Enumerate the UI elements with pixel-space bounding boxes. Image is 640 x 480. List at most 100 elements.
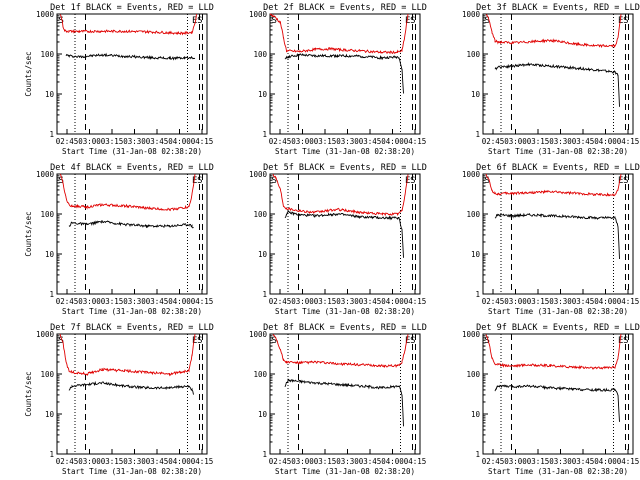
marker-label-S: S <box>59 176 64 186</box>
x-tick-label: 03:15 <box>527 457 550 466</box>
x-tick-label: 03:00 <box>291 457 314 466</box>
x-tick-label: 03:15 <box>527 297 550 306</box>
x-axis-label: Start Time (31-Jan-08 02:38:20) <box>488 467 628 476</box>
x-tick-label: 03:00 <box>291 137 314 146</box>
marker-label-E: E <box>405 176 410 186</box>
x-tick-label: 03:45 <box>146 137 169 146</box>
x-tick-label: 02:45 <box>269 297 292 306</box>
x-axis-label: Start Time (31-Jan-08 02:38:20) <box>275 307 415 316</box>
x-tick-label: 03:45 <box>359 137 382 146</box>
marker-label-E: E <box>405 16 410 26</box>
x-tick-label: 04:00 <box>594 137 617 146</box>
marker-label-S: S <box>59 336 64 346</box>
marker-label-E: E <box>192 336 197 346</box>
y-tick-label: 1 <box>49 450 54 459</box>
x-tick-label: 04:00 <box>168 297 191 306</box>
chart-panel-4: Det 4f BLACK = Events, RED = LLD 1 10 100 10… <box>24 163 214 316</box>
x-tick-label: 03:45 <box>572 137 595 146</box>
chart-panel-8: Det 8f BLACK = Events, RED = LLD 1 10 100 10… <box>249 323 427 476</box>
chart-title: Det 9f BLACK = Events, RED = LLD <box>476 323 640 333</box>
plot-frame <box>269 173 421 295</box>
x-tick-label: 02:45 <box>269 137 292 146</box>
series-events-line <box>68 220 194 229</box>
y-tick-label: 100 <box>253 370 267 379</box>
x-tick-label: 02:45 <box>56 137 79 146</box>
x-tick-label: 04:00 <box>168 137 191 146</box>
y-axis-label: Counts/sec <box>24 51 33 96</box>
y-tick-label: 1000 <box>249 170 268 179</box>
series-lld-line <box>485 333 622 370</box>
x-axis-label: Start Time (31-Jan-08 02:38:20) <box>275 467 415 476</box>
chart-title: Det 3f BLACK = Events, RED = LLD <box>476 3 640 13</box>
y-tick-label: 10 <box>45 90 55 99</box>
plot-frame <box>56 333 208 455</box>
x-tick-label: 03:45 <box>572 457 595 466</box>
x-tick-label: 03:00 <box>504 137 527 146</box>
y-tick-label: 100 <box>466 50 480 59</box>
x-tick-label: 02:45 <box>269 457 292 466</box>
marker-label-S: S <box>272 16 277 26</box>
y-tick-label: 10 <box>45 250 55 259</box>
x-tick-label: 03:00 <box>504 457 527 466</box>
plot-frame <box>482 13 634 135</box>
marker-label-S: S <box>197 16 202 26</box>
marker-label-S: S <box>59 16 64 26</box>
series-lld-line <box>59 13 197 36</box>
marker-label-E: E <box>618 336 623 346</box>
plot-frame <box>269 13 421 135</box>
y-tick-label: 1000 <box>249 330 268 339</box>
marker-label-S: S <box>485 16 490 26</box>
y-tick-label: 100 <box>40 370 54 379</box>
x-tick-label: 04:00 <box>381 137 404 146</box>
y-tick-label: 10 <box>471 410 481 419</box>
chart-panel-7: Det 7f BLACK = Events, RED = LLD 1 10 100 10… <box>24 323 214 476</box>
series-events-line <box>494 212 620 260</box>
y-tick-label: 1 <box>475 450 480 459</box>
series-events-line <box>65 52 196 61</box>
chart-title: Det 6f BLACK = Events, RED = LLD <box>476 163 640 173</box>
x-tick-label: 04:15 <box>617 137 640 146</box>
y-tick-label: 10 <box>45 410 55 419</box>
x-tick-label: 03:15 <box>101 297 124 306</box>
x-tick-label: 04:15 <box>191 457 214 466</box>
y-tick-label: 100 <box>466 370 480 379</box>
x-tick-label: 03:00 <box>78 297 101 306</box>
chart-title: Det 1f BLACK = Events, RED = LLD <box>50 3 214 13</box>
x-tick-label: 03:30 <box>123 297 146 306</box>
x-tick-label: 03:30 <box>336 137 359 146</box>
chart-panel-2: Det 2f BLACK = Events, RED = LLD 1 10 100 10… <box>249 3 427 156</box>
chart-title: Det 4f BLACK = Events, RED = LLD <box>50 163 214 173</box>
y-tick-label: 10 <box>471 250 481 259</box>
y-tick-label: 10 <box>258 410 268 419</box>
x-axis-label: Start Time (31-Jan-08 02:38:20) <box>62 307 202 316</box>
marker-label-S: S <box>272 336 277 346</box>
x-axis-label: Start Time (31-Jan-08 02:38:20) <box>62 147 202 156</box>
series-lld-line <box>485 14 622 49</box>
plot-frame <box>482 333 634 455</box>
x-tick-label: 04:00 <box>168 457 191 466</box>
y-tick-label: 1000 <box>462 170 481 179</box>
marker-label-S: S <box>272 176 277 186</box>
x-tick-label: 04:00 <box>381 457 404 466</box>
plot-frame <box>56 173 208 295</box>
y-tick-label: 1 <box>49 130 54 139</box>
x-tick-label: 03:15 <box>527 137 550 146</box>
marker-label-S: S <box>623 176 628 186</box>
y-tick-label: 1 <box>262 450 267 459</box>
marker-label-S: S <box>485 176 490 186</box>
chart-panel-6: Det 6f BLACK = Events, RED = LLD 1 10 100 10… <box>462 163 640 316</box>
x-tick-label: 02:45 <box>56 297 79 306</box>
y-tick-label: 1000 <box>36 330 55 339</box>
marker-label-S: S <box>485 336 490 346</box>
x-tick-label: 03:30 <box>336 297 359 306</box>
x-tick-label: 03:15 <box>314 297 337 306</box>
plot-frame <box>56 13 208 135</box>
x-axis-label: Start Time (31-Jan-08 02:38:20) <box>488 147 628 156</box>
x-tick-label: 02:45 <box>482 137 505 146</box>
y-tick-label: 1 <box>262 130 267 139</box>
y-tick-label: 1000 <box>36 10 55 19</box>
x-axis-label: Start Time (31-Jan-08 02:38:20) <box>62 467 202 476</box>
x-tick-label: 03:15 <box>314 137 337 146</box>
chart-panel-3: Det 3f BLACK = Events, RED = LLD 1 10 100 10… <box>462 3 640 156</box>
y-tick-label: 10 <box>471 90 481 99</box>
